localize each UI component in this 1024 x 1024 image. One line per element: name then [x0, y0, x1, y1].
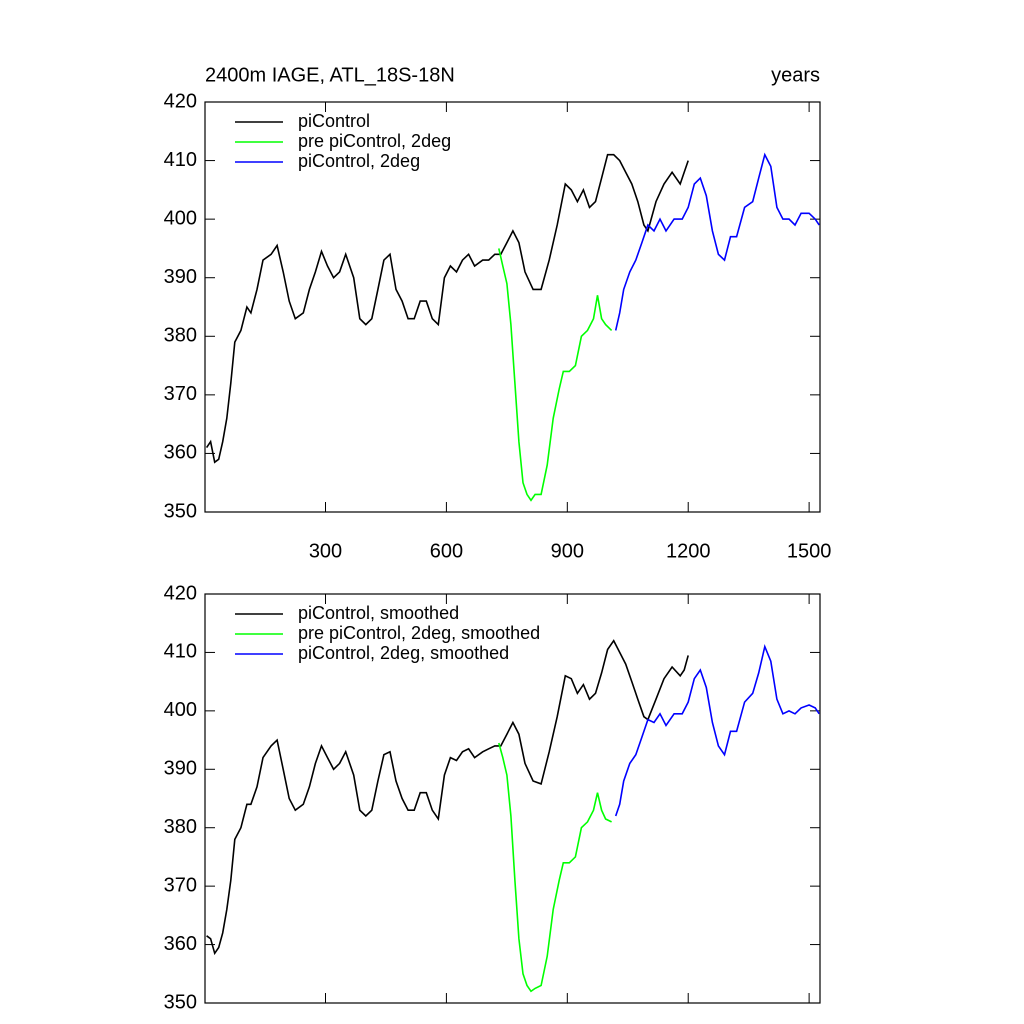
legend-label: piControl, 2deg, smoothed	[298, 643, 509, 663]
y-tick-label: 400	[164, 699, 197, 721]
plot-frame	[204, 593, 821, 1004]
y-tick-label: 370	[164, 383, 197, 405]
y-tick-label: 400	[164, 207, 197, 229]
y-tick-label: 360	[164, 933, 197, 955]
y-tick-label: 380	[164, 816, 197, 838]
y-tick-label: 360	[164, 442, 197, 464]
chart-title: 2400m IAGE, ATL_18S-18N	[205, 64, 455, 86]
y-tick-label: 350	[164, 991, 197, 1013]
y-tick-label: 390	[164, 758, 197, 780]
x-tick-label: 1200	[666, 540, 711, 562]
y-tick-label: 370	[164, 874, 197, 896]
series-line	[614, 643, 820, 817]
series-line	[614, 152, 820, 331]
x-axis-label: years	[771, 64, 820, 86]
y-tick-label: 350	[164, 500, 197, 522]
series-line	[205, 153, 689, 464]
y-tick-label: 420	[164, 90, 197, 112]
legend-label: piControl, 2deg	[298, 151, 420, 171]
legend-label: pre piControl, 2deg	[298, 131, 451, 151]
legend-label: piControl	[298, 111, 370, 131]
y-tick-label: 410	[164, 641, 197, 663]
x-tick-label: 1500	[787, 540, 832, 562]
y-tick-label: 380	[164, 325, 197, 347]
y-tick-label: 390	[164, 266, 197, 288]
y-tick-label: 420	[164, 582, 197, 604]
legend-label: piControl, smoothed	[298, 603, 459, 623]
x-tick-label: 600	[430, 540, 463, 562]
x-tick-label: 900	[551, 540, 584, 562]
legend-label: pre piControl, 2deg, smoothed	[298, 623, 540, 643]
y-tick-label: 410	[164, 149, 197, 171]
series-line	[206, 639, 689, 956]
series-line	[498, 248, 613, 502]
x-tick-label: 300	[309, 540, 342, 562]
series-line	[498, 742, 612, 993]
plot-frame	[204, 101, 821, 513]
